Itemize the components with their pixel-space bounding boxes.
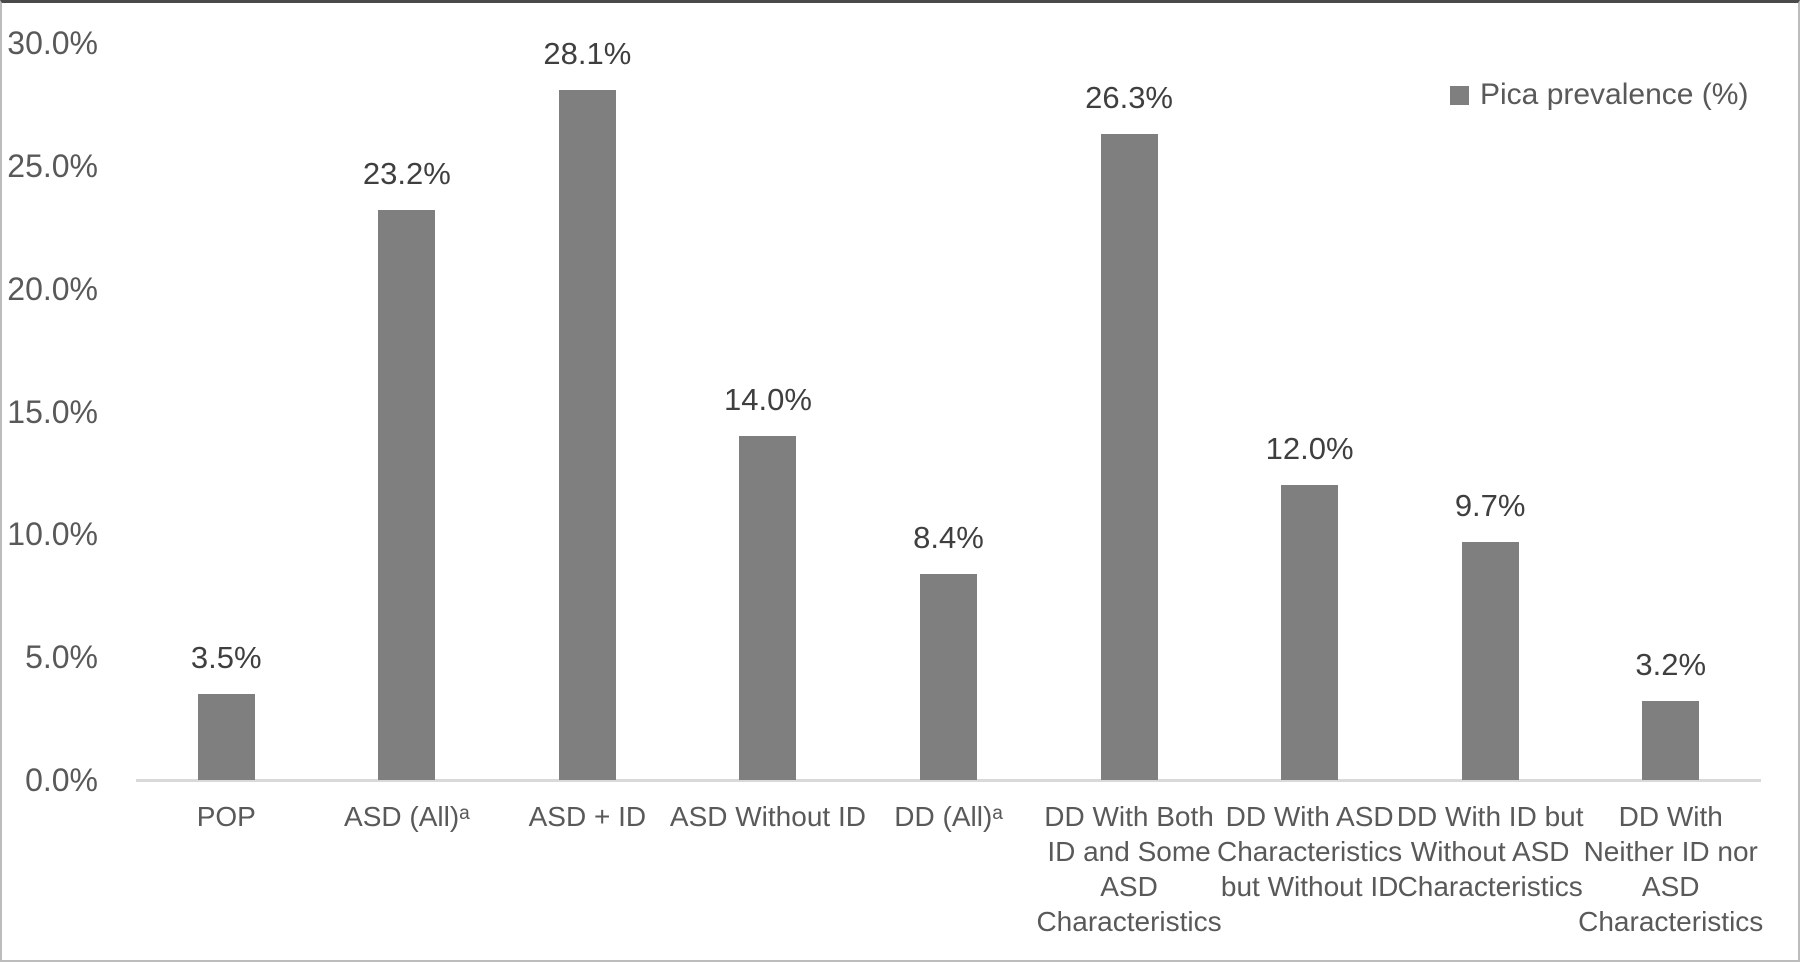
chart-legend: Pica prevalence (%) bbox=[1450, 78, 1748, 112]
x-axis-category-label: DD With ID but Without ASD Characteristi… bbox=[1396, 801, 1584, 902]
x-axis-line bbox=[136, 779, 1761, 782]
y-axis-tick-label: 0.0% bbox=[25, 762, 98, 798]
x-axis-category-label: ASD Without ID bbox=[669, 801, 866, 832]
y-axis-tick-label: 20.0% bbox=[7, 270, 98, 307]
y-axis-tick-label: 15.0% bbox=[7, 393, 98, 430]
y-axis-tick-label: 30.0% bbox=[7, 25, 98, 61]
bar-value-label: 26.3% bbox=[1085, 79, 1173, 115]
bar-1 bbox=[197, 694, 255, 780]
bar-value-label: 23.2% bbox=[362, 156, 451, 192]
bar-7 bbox=[1281, 485, 1339, 780]
bar-value-label: 12.0% bbox=[1265, 431, 1354, 467]
bar-3 bbox=[558, 89, 616, 780]
bar-value-label: 3.5% bbox=[190, 640, 262, 676]
bar-4 bbox=[739, 436, 797, 780]
bar-8 bbox=[1461, 541, 1519, 780]
bar-value-label: 14.0% bbox=[723, 382, 812, 418]
bar-2 bbox=[378, 210, 436, 780]
x-axis-category-label: ASD (All)ᵃ bbox=[344, 801, 470, 832]
legend-swatch-icon bbox=[1450, 85, 1469, 105]
x-axis-category-label: POP bbox=[196, 801, 256, 832]
y-axis-tick-label: 25.0% bbox=[7, 147, 98, 184]
x-axis-category-label: DD With Neither ID nor ASD Characteristi… bbox=[1578, 801, 1764, 937]
bar-5 bbox=[920, 573, 977, 780]
y-axis-tick-label: 10.0% bbox=[7, 516, 98, 553]
bar-9 bbox=[1642, 701, 1700, 780]
y-axis-tick-label: 5.0% bbox=[25, 639, 98, 676]
bar-6 bbox=[1100, 133, 1158, 780]
legend-label: Pica prevalence (%) bbox=[1480, 78, 1749, 111]
x-axis-category-label: DD With Both ID and Some ASD Characteris… bbox=[1036, 801, 1222, 937]
bar-value-label: 28.1% bbox=[543, 35, 632, 71]
bar-value-label: 8.4% bbox=[913, 519, 984, 555]
bar-value-label: 3.2% bbox=[1635, 647, 1707, 683]
bar-value-label: 9.7% bbox=[1454, 487, 1526, 523]
x-axis-category-label: DD (All)ᵃ bbox=[894, 801, 1003, 832]
x-axis-category-label: DD With ASD Characteristics but Without … bbox=[1217, 801, 1403, 902]
x-axis-category-label: ASD + ID bbox=[528, 801, 647, 832]
